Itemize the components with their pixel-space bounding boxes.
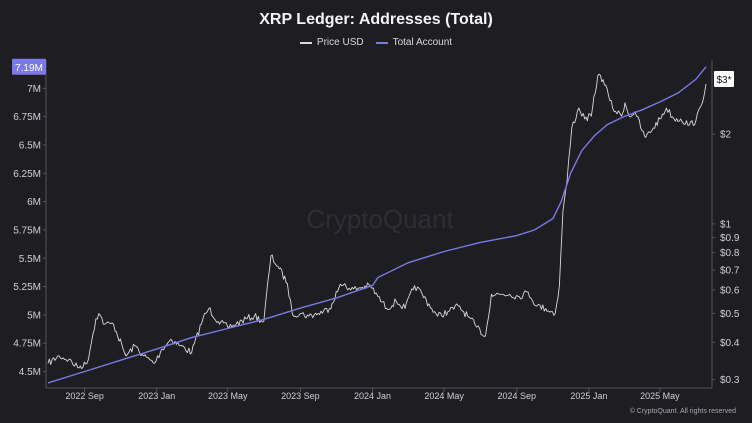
left-tick-label: 4.5M (19, 367, 41, 378)
x-tick-label: 2023 Jan (138, 391, 175, 401)
left-tick-label: 4.75M (13, 339, 41, 350)
left-tick-label: 5.5M (19, 254, 41, 265)
left-tick-label: 5.25M (13, 282, 41, 293)
left-tick-label: 7M (27, 84, 41, 95)
legend-item-total-account[interactable]: Total Account (375, 37, 453, 48)
x-tick-label: 2022 Sep (65, 391, 104, 401)
right-tick-label: $0.5 (720, 309, 740, 320)
right-tick-label: $2 (720, 130, 732, 141)
right-tick-label: $0.9 (720, 233, 740, 244)
x-tick-label: 2025 Jan (570, 391, 607, 401)
legend: Price USD Total Account (0, 37, 752, 48)
right-tick-label: $0.6 (720, 285, 740, 296)
left-current-label: 7.19M (15, 63, 43, 74)
x-tick-label: 2023 May (208, 391, 248, 401)
price-usd-line (47, 73, 707, 370)
legend-label-price: Price USD (316, 37, 364, 48)
x-tick-label: 2024 May (424, 391, 464, 401)
legend-swatch-price (299, 41, 312, 44)
watermark: CryptoQuant (306, 204, 454, 234)
legend-swatch-total-account (375, 41, 388, 44)
left-tick-label: 6.25M (13, 169, 41, 180)
right-tick-label: $0.3 (720, 375, 740, 386)
right-current-badge (714, 70, 734, 87)
left-tick-label: 5M (27, 310, 41, 321)
legend-label-total-account: Total Account (392, 37, 453, 48)
left-current-badge (12, 58, 46, 75)
left-tick-label: 6M (27, 197, 41, 208)
right-tick-label: $0.7 (720, 266, 740, 277)
chart-title: XRP Ledger: Addresses (Total) (259, 11, 493, 28)
right-tick-label: $0.4 (720, 338, 740, 349)
legend-item-price[interactable]: Price USD (299, 37, 364, 48)
x-tick-label: 2024 Jan (354, 391, 391, 401)
total-account-line (47, 66, 707, 384)
x-tick-label: 2025 May (640, 391, 680, 401)
left-tick-label: 6.5M (19, 140, 41, 151)
x-tick-label: 2023 Sep (281, 391, 320, 401)
right-tick-label: $0.8 (720, 248, 740, 259)
right-tick-label: $1 (720, 219, 732, 230)
copyright-text: © CryptoQuant. All rights reserved (630, 407, 736, 415)
x-tick-label: 2024 Sep (498, 391, 537, 401)
right-current-label: $3* (716, 75, 731, 86)
left-tick-label: 5.75M (13, 225, 41, 236)
left-tick-label: 6.75M (13, 112, 41, 123)
